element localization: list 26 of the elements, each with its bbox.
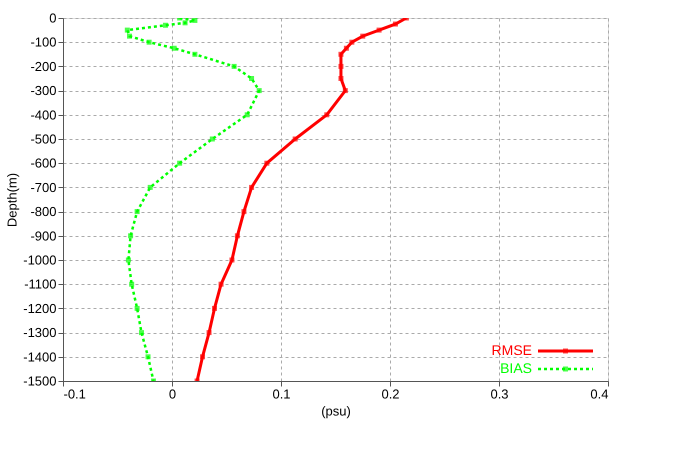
y-axis-title: Depth(m) (4, 172, 20, 228)
y-tick-label: -1400 (23, 349, 56, 364)
x-tick-label: -0.1 (64, 386, 86, 402)
y-tick-label: -100 (30, 34, 56, 50)
y-tick-label: -1000 (23, 252, 56, 268)
x-tick-label: 0.2 (381, 386, 400, 402)
y-tick-label: -700 (30, 180, 56, 195)
x-tick-label: 0 (168, 386, 176, 402)
y-tick-label: -500 (30, 132, 56, 146)
y-tick-label: -900 (30, 228, 56, 244)
y-tick-label: -400 (30, 107, 56, 122)
x-tick-label: 0.3 (490, 386, 509, 402)
y-tick-label: -300 (30, 83, 56, 98)
y-tick-label: 0 (49, 10, 56, 26)
y-tick-label: -1200 (23, 300, 56, 316)
x-axis-title: (psu) (321, 404, 351, 418)
y-tick-label: -200 (30, 58, 56, 74)
x-tick-label: 0.1 (272, 386, 291, 402)
y-tick-label: -800 (30, 204, 56, 220)
y-tick-label: -1300 (23, 325, 56, 340)
x-tick-label: 0.4 (590, 386, 608, 402)
y-tick-label: -1100 (24, 276, 56, 292)
y-tick-label: -600 (30, 156, 56, 171)
y-tick-label: -1500 (23, 374, 56, 388)
legend-label: BIAS (500, 360, 532, 376)
legend-label: RMSE (492, 342, 532, 358)
